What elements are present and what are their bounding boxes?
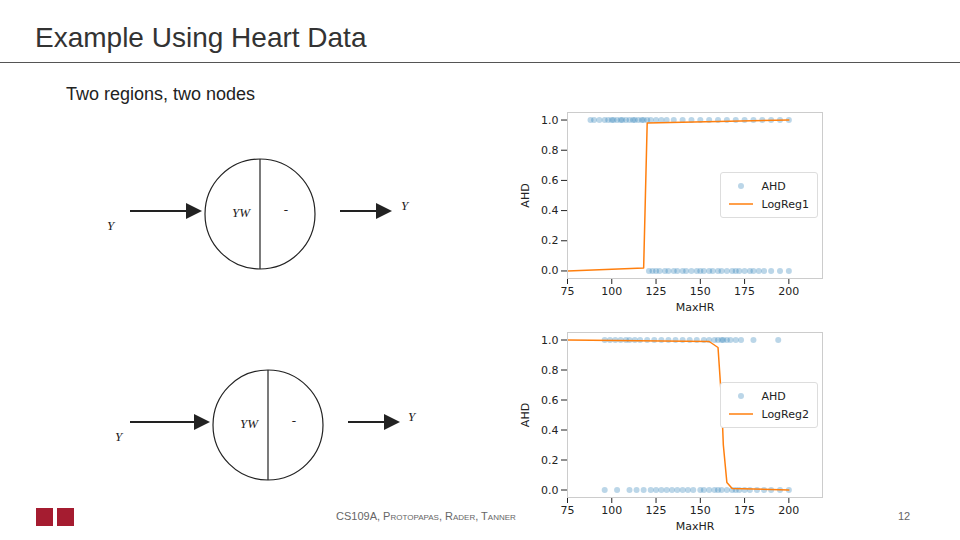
svg-text:0.0: 0.0 (541, 484, 559, 497)
html-text:Two regions, two nodes: Two regions, two nodes (66, 84, 256, 104)
svg-text:1.0: 1.0 (541, 114, 559, 127)
html-text:AHD: AHD (761, 179, 786, 193)
svg-text:0.4: 0.4 (541, 424, 559, 437)
html-text:LogReg1: LogReg1 (761, 197, 809, 211)
svg-text:100: 100 (601, 285, 622, 298)
svg-text:0.2: 0.2 (541, 234, 559, 247)
html-text:12: 12 (898, 510, 911, 522)
svg-text:Y: Y (115, 429, 124, 444)
html-text:CS109A, Protopapas, Rader, Tan: CS109A, Protopapas, Rader, Tanner (336, 510, 516, 522)
svg-text:Y: Y (408, 409, 417, 424)
svg-text:150: 150 (690, 285, 711, 298)
svg-text:-: - (292, 413, 296, 428)
svg-text:MaxHR: MaxHR (676, 301, 715, 314)
svg-text:125: 125 (646, 285, 667, 298)
svg-text:0.8: 0.8 (541, 364, 559, 377)
svg-text:200: 200 (778, 504, 799, 517)
svg-text:150: 150 (690, 504, 711, 517)
svg-text:0.2: 0.2 (541, 454, 559, 467)
svg-text:Y: Y (401, 198, 410, 213)
svg-text:Y: Y (107, 218, 116, 233)
svg-text:175: 175 (734, 504, 755, 517)
svg-text:1.0: 1.0 (541, 334, 559, 347)
svg-text:0.8: 0.8 (541, 144, 559, 157)
svg-text:100: 100 (601, 504, 622, 517)
svg-text:0.4: 0.4 (541, 204, 559, 217)
html-text:LogReg2: LogReg2 (761, 407, 809, 421)
html-text:AHD: AHD (761, 389, 786, 403)
svg-text:AHD: AHD (519, 183, 532, 207)
html-text:Example Using Heart Data: Example Using Heart Data (35, 22, 367, 53)
svg-text:0.6: 0.6 (541, 394, 559, 407)
svg-text:200: 200 (778, 285, 799, 298)
svg-text:75: 75 (561, 285, 575, 298)
svg-text:AHD: AHD (519, 403, 532, 427)
svg-text:0.6: 0.6 (541, 174, 559, 187)
svg-text:175: 175 (734, 285, 755, 298)
svg-text:MaxHR: MaxHR (676, 520, 715, 533)
svg-text:0.0: 0.0 (541, 264, 559, 277)
svg-text:-: - (284, 202, 288, 217)
svg-text:YW: YW (232, 205, 251, 220)
svg-text:YW: YW (240, 416, 259, 431)
svg-text:125: 125 (646, 504, 667, 517)
svg-text:75: 75 (561, 504, 575, 517)
